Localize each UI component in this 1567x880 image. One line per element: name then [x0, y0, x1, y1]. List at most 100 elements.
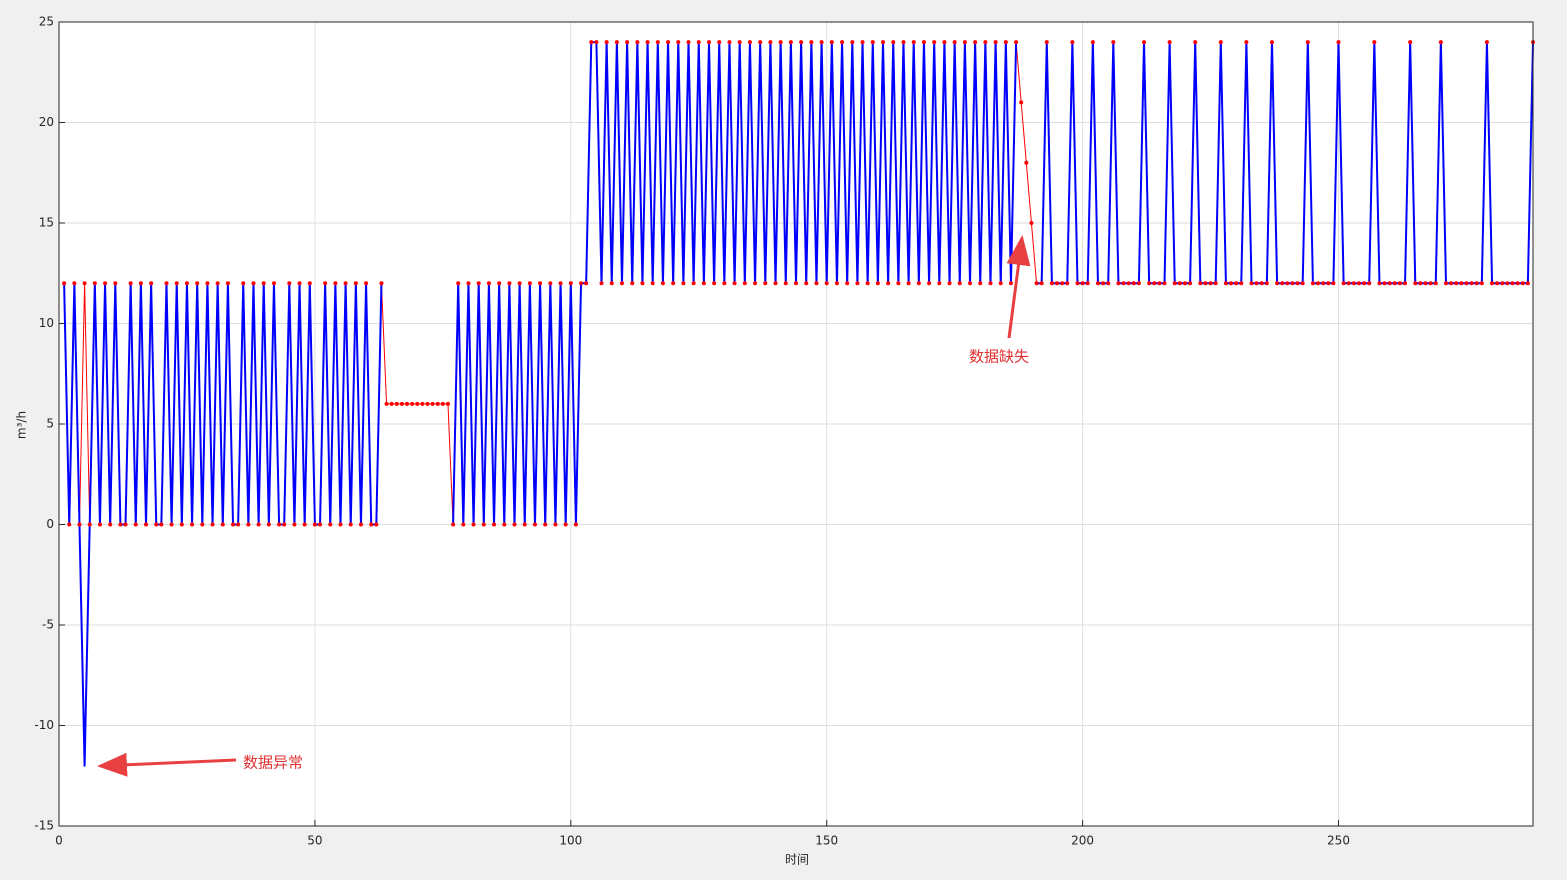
data-point	[1520, 281, 1525, 286]
data-point	[538, 281, 543, 286]
data-point	[277, 522, 282, 527]
data-point	[855, 281, 860, 286]
data-point	[604, 40, 609, 45]
data-point	[292, 522, 297, 527]
data-point	[1392, 281, 1397, 286]
data-point	[364, 281, 369, 286]
data-point	[1290, 281, 1295, 286]
data-point	[1356, 281, 1361, 286]
data-point	[118, 522, 123, 527]
data-point	[471, 522, 476, 527]
data-point	[1269, 40, 1274, 45]
y-tick-label: 0	[46, 517, 54, 531]
data-point	[82, 281, 87, 286]
data-point	[410, 401, 415, 406]
data-point	[138, 281, 143, 286]
data-point	[1500, 281, 1505, 286]
data-point	[573, 522, 578, 527]
data-point	[1490, 281, 1495, 286]
annotation: 数据异常	[243, 754, 303, 772]
data-point	[1075, 281, 1080, 286]
data-point	[681, 281, 686, 286]
data-point	[302, 522, 307, 527]
data-point	[190, 522, 195, 527]
data-point	[113, 281, 118, 286]
axes-box	[58, 21, 1534, 827]
data-point	[1377, 281, 1382, 286]
data-point	[845, 281, 850, 286]
data-point	[297, 281, 302, 286]
data-point	[159, 522, 164, 527]
data-point	[527, 281, 532, 286]
data-point	[558, 281, 563, 286]
data-point	[1280, 281, 1285, 286]
data-point	[1474, 281, 1479, 286]
data-point	[328, 522, 333, 527]
data-point	[1316, 281, 1321, 286]
data-point	[358, 522, 363, 527]
data-point	[1321, 281, 1326, 286]
data-point	[62, 281, 67, 286]
data-point	[1106, 281, 1111, 286]
data-point	[1403, 281, 1408, 286]
data-point	[72, 281, 77, 286]
data-point	[1264, 281, 1269, 286]
data-point	[399, 401, 404, 406]
data-point	[466, 281, 471, 286]
data-point	[1014, 40, 1019, 45]
data-point	[103, 281, 108, 286]
y-tick-label: 5	[46, 417, 54, 431]
data-point	[481, 522, 486, 527]
data-point	[732, 281, 737, 286]
data-point	[630, 281, 635, 286]
data-point	[1362, 281, 1367, 286]
data-point	[594, 40, 599, 45]
data-point	[1433, 281, 1438, 286]
data-point	[870, 40, 875, 45]
data-point	[794, 281, 798, 286]
data-point	[1310, 281, 1315, 286]
data-point	[1505, 281, 1510, 286]
data-point	[1060, 281, 1065, 286]
data-point	[666, 40, 671, 45]
data-point	[271, 281, 276, 286]
data-point	[1244, 40, 1249, 45]
data-point	[87, 522, 92, 527]
data-point	[1443, 281, 1448, 286]
y-tick-label: 25	[39, 15, 54, 29]
data-point	[563, 522, 568, 527]
arrow	[97, 752, 237, 777]
data-point	[788, 40, 793, 45]
data-point	[205, 281, 210, 286]
data-point	[834, 281, 839, 286]
data-point	[1126, 281, 1131, 286]
data-point	[635, 40, 640, 45]
data-point	[1182, 281, 1187, 286]
data-point	[896, 281, 901, 286]
data-point	[236, 522, 241, 527]
data-point	[1142, 40, 1147, 45]
data-point	[589, 40, 594, 45]
data-point	[1331, 281, 1336, 286]
data-point	[584, 281, 589, 286]
data-point	[1208, 281, 1213, 286]
data-point	[379, 281, 384, 286]
data-point	[783, 281, 788, 286]
data-point	[231, 522, 236, 527]
data-point	[461, 522, 466, 527]
data-point	[911, 40, 916, 45]
data-point	[768, 40, 773, 45]
data-point	[215, 281, 220, 286]
data-point	[108, 522, 113, 527]
data-point	[947, 281, 952, 286]
x-tick-label: 0	[55, 834, 63, 848]
data-point	[1049, 281, 1054, 286]
data-point	[1351, 281, 1356, 286]
data-point	[1372, 40, 1377, 45]
data-point	[829, 40, 834, 45]
data-point	[312, 522, 317, 527]
data-point	[1387, 281, 1392, 286]
data-point	[1167, 40, 1172, 45]
data-point	[1188, 281, 1193, 286]
